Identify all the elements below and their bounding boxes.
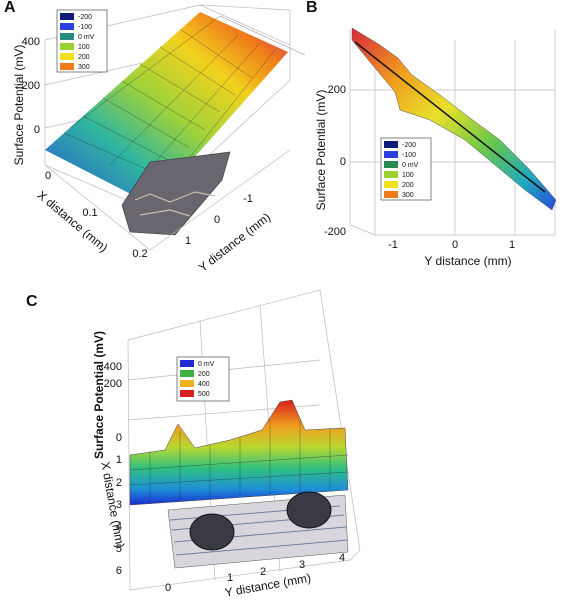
swatch <box>60 13 74 20</box>
y-tick-label: 0 <box>165 582 171 594</box>
swatch <box>384 161 398 168</box>
legend-swatches <box>60 13 74 70</box>
x-tick-label: 0 <box>45 170 51 182</box>
z-axis-title: Surface Potential (mV) <box>92 331 106 459</box>
surface-mesh <box>129 420 349 503</box>
sample-feature <box>286 491 332 529</box>
y-tick-label: 1 <box>227 572 233 584</box>
panel-a: A -200 -100 0 mV 100 200 300 Surface Pot… <box>4 0 306 275</box>
swatch <box>384 141 398 148</box>
sample-texture <box>134 191 216 217</box>
swatch <box>180 390 194 397</box>
z-tick-label: 0 <box>34 124 40 136</box>
x-tick-label: 0.1 <box>82 207 97 219</box>
swatch <box>60 63 74 70</box>
sample-feature <box>189 513 235 551</box>
y-tick-label: 3 <box>299 559 305 571</box>
surface <box>351 27 557 211</box>
swatch <box>384 171 398 178</box>
x-tick-label: 6 <box>116 565 122 577</box>
z-tick-label: 400 <box>22 36 40 48</box>
legend-label: -100 <box>78 24 92 31</box>
z-tick-label: 0 <box>340 156 346 168</box>
z-tick-label: 200 <box>104 378 122 390</box>
swatch <box>60 43 74 50</box>
surface <box>45 12 288 205</box>
legend-label: 100 <box>402 172 414 179</box>
y-axis-title: Y distance (mm) <box>196 210 273 275</box>
legend-box <box>56 9 108 73</box>
fit-line <box>354 41 546 193</box>
x-axis-title: Y distance (mm) <box>424 254 511 268</box>
swatch <box>60 33 74 40</box>
z-tick-label: 200 <box>328 84 346 96</box>
legend-swatches <box>180 360 194 397</box>
swatch <box>384 151 398 158</box>
surface <box>129 399 349 506</box>
x-tick-label: 2 <box>116 477 122 489</box>
legend-label: 0 mV <box>198 361 215 368</box>
legend-label: 300 <box>402 192 414 199</box>
legend-label: 300 <box>78 64 90 71</box>
axis-line <box>149 149 291 251</box>
legend-label: 200 <box>402 182 414 189</box>
x-tick-label: -1 <box>388 239 398 251</box>
swatch <box>384 191 398 198</box>
y-tick-label: 0 <box>214 214 220 226</box>
x-tick-label: 1 <box>116 454 122 466</box>
swatch <box>180 360 194 367</box>
x-tick-label: 3 <box>116 499 122 511</box>
x-tick-label: 0 <box>452 239 458 251</box>
sample-image <box>121 151 231 236</box>
z-tick-label: 400 <box>104 361 122 373</box>
axis-line <box>44 164 151 251</box>
y-tick-label: 2 <box>260 566 266 578</box>
z-tick-label: 200 <box>22 80 40 92</box>
z-axis-title: Surface Potential (mV) <box>314 90 328 211</box>
legend-label: -100 <box>402 152 416 159</box>
y-tick-label: 4 <box>339 552 345 564</box>
legend-label: 200 <box>78 54 90 61</box>
legend-label: 0 mV <box>402 162 419 169</box>
x-tick-label: 1 <box>509 239 515 251</box>
surface-mesh <box>63 15 306 196</box>
swatch <box>384 181 398 188</box>
panel-label: B <box>306 0 318 16</box>
panel-c: C 0 mV 200 400 500 Surface Potential (mV… <box>26 289 361 600</box>
legend-swatches <box>384 141 398 198</box>
legend-label: 500 <box>198 391 210 398</box>
legend-label: 100 <box>78 44 90 51</box>
box-edge <box>127 289 361 591</box>
x-axis-title: X distance (mm) <box>98 461 127 549</box>
x-tick-label: 0.2 <box>132 248 147 260</box>
x-tick-label: 5 <box>116 543 122 555</box>
x-tick-label: 4 <box>116 521 122 533</box>
z-tick-label: -200 <box>324 226 346 238</box>
swatch <box>60 23 74 30</box>
panel-label: A <box>4 0 16 16</box>
legend-label: -200 <box>78 14 92 21</box>
panel-label: C <box>26 293 38 310</box>
legend-label: -200 <box>402 142 416 149</box>
y-tick-label: -1 <box>243 193 253 205</box>
legend-label: 0 mV <box>78 34 95 41</box>
legend-box <box>380 137 432 201</box>
swatch <box>60 53 74 60</box>
swatch <box>180 380 194 387</box>
x-axis-title: X distance (mm) <box>35 188 111 255</box>
swatch <box>180 370 194 377</box>
legend-label: 400 <box>198 381 210 388</box>
legend-label: 200 <box>198 371 210 378</box>
panel-b: B -200 -100 0 mV 100 200 300 Surface Pot… <box>306 0 557 268</box>
sample-texture <box>169 505 349 556</box>
z-axis-title: Surface Potential (mV) <box>12 45 26 166</box>
x-tick-label: 0 <box>116 432 122 444</box>
y-tick-label: 1 <box>185 235 191 247</box>
